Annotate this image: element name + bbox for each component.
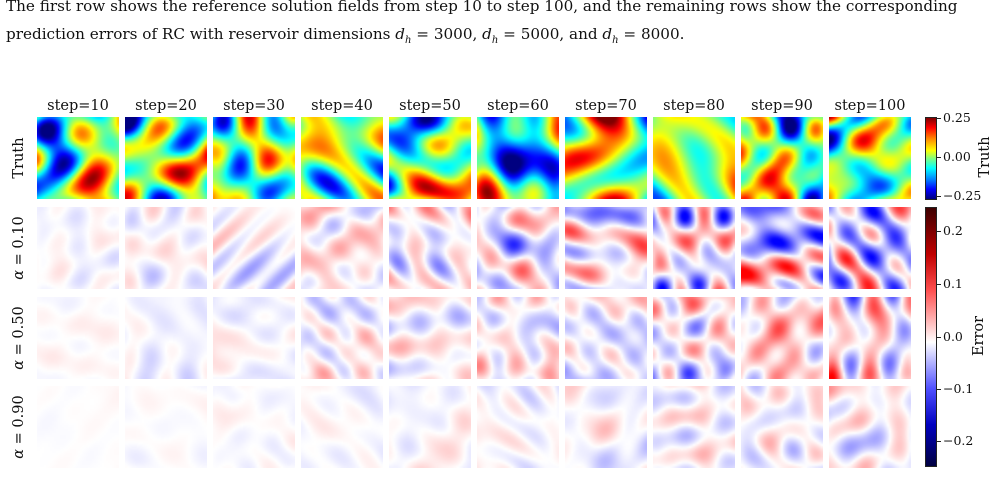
error-field-image (389, 386, 471, 468)
truth-field-image (565, 117, 647, 199)
error-tick-mark (937, 441, 941, 442)
error-tick-label: 0.2 (943, 223, 963, 238)
column-title: step=20 (135, 98, 197, 114)
truth-colorbar (925, 117, 937, 200)
error-field-image (477, 207, 559, 289)
error-field-image (125, 297, 207, 379)
error-field-image (741, 386, 823, 468)
error-field-image (829, 207, 911, 289)
truth-field-image (37, 117, 119, 199)
error-field-image (653, 386, 735, 468)
column-title: step=50 (399, 98, 461, 114)
error-field-image (301, 386, 383, 468)
truth-field-image (389, 117, 471, 199)
error-field-image (565, 297, 647, 379)
truth-field-image (213, 117, 295, 199)
error-field-image (741, 297, 823, 379)
truth-field-image (301, 117, 383, 199)
error-tick-label: −0.1 (943, 381, 974, 396)
error-field-image (565, 386, 647, 468)
error-field-image (301, 297, 383, 379)
error-tick-mark (937, 231, 941, 232)
error-field-image (829, 297, 911, 379)
error-field-image (565, 207, 647, 289)
error-tick-mark (937, 337, 941, 338)
error-field-image (301, 207, 383, 289)
truth-field-image (829, 117, 911, 199)
error-field-image (741, 207, 823, 289)
caption-line-1: The first row shows the reference soluti… (6, 0, 958, 15)
column-title: step=90 (751, 98, 813, 114)
figure-caption: The first row shows the reference soluti… (6, 0, 1002, 51)
error-colorbar-label: Error (971, 315, 987, 357)
truth-tick-mark (937, 196, 941, 197)
error-field-image (389, 207, 471, 289)
error-tick-label: 0.0 (943, 329, 963, 344)
error-field-image (653, 297, 735, 379)
error-field-image (37, 207, 119, 289)
error-colorbar (925, 207, 937, 467)
column-title: step=40 (311, 98, 373, 114)
error-field-image (653, 207, 735, 289)
truth-tick-label: −0.25 (943, 188, 982, 203)
error-field-image (37, 386, 119, 468)
field-comparison-figure: step=10 step=20 step=30 step=40 step=50 step=… (11, 98, 911, 468)
error-field-image (389, 297, 471, 379)
column-title: step=100 (834, 98, 906, 114)
truth-tick-mark (937, 157, 941, 158)
error-field-image (125, 207, 207, 289)
truth-field-image (477, 117, 559, 199)
row-label: α = 0.90 (11, 395, 27, 459)
error-field-image (477, 297, 559, 379)
error-tick-mark (937, 389, 941, 390)
column-title: step=60 (487, 98, 549, 114)
error-field-image (477, 386, 559, 468)
column-title: step=80 (663, 98, 725, 114)
truth-tick-label: 0.25 (943, 110, 971, 125)
truth-field-image (125, 117, 207, 199)
truth-field-image (653, 117, 735, 199)
error-field-image (829, 386, 911, 468)
error-field-image (125, 386, 207, 468)
error-tick-label: 0.1 (943, 276, 963, 291)
error-field-image (213, 207, 295, 289)
error-tick-mark (937, 284, 941, 285)
column-title: step=30 (223, 98, 285, 114)
caption-line-2: prediction errors of RC with reservoir d… (6, 25, 685, 47)
error-tick-label: −0.2 (943, 433, 974, 448)
truth-tick-mark (937, 118, 941, 119)
truth-field-image (741, 117, 823, 199)
error-field-image (213, 386, 295, 468)
error-field-image (213, 297, 295, 379)
column-title: step=70 (575, 98, 637, 114)
error-field-image (37, 297, 119, 379)
truth-tick-label: 0.00 (943, 149, 971, 164)
truth-colorbar-label: Truth (977, 136, 993, 178)
column-title: step=10 (47, 98, 109, 114)
